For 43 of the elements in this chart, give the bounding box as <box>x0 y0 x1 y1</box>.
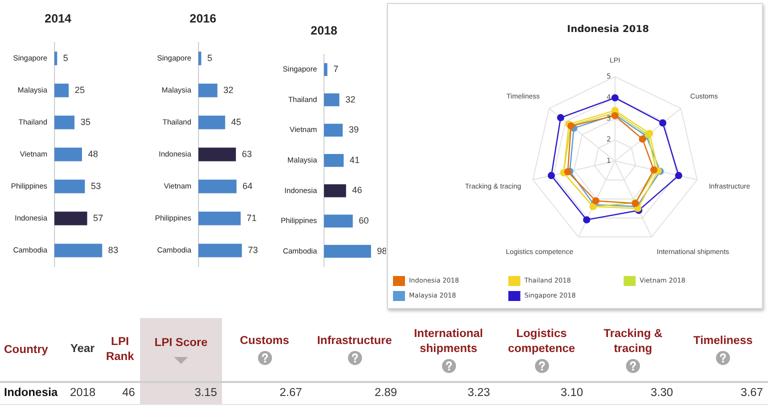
data-label: 25 <box>74 84 85 95</box>
data-label: 73 <box>248 244 258 255</box>
category-label: Timeliness <box>693 335 753 347</box>
data-label: 3.23 <box>402 382 495 404</box>
data-label: 5 <box>207 52 212 63</box>
chart-title: Indonesia 2018 <box>567 24 650 36</box>
category-label: Tracking & tracing <box>604 328 662 354</box>
data-label: 3.30 <box>588 382 678 404</box>
chart-title: 2018 <box>310 24 338 38</box>
category-label: Customs <box>240 335 290 347</box>
category-label: LPI Rank <box>106 336 134 362</box>
data-label: 45 <box>231 116 242 127</box>
data-label: 83 <box>108 244 118 255</box>
data-label: 63 <box>242 148 252 159</box>
data-label: 2.67 <box>222 382 307 404</box>
data-label: 5 <box>63 52 68 63</box>
data-label: 57 <box>93 212 104 223</box>
data-label: 53 <box>90 180 101 191</box>
data-label: 41 <box>350 154 360 165</box>
data-label: 32 <box>223 84 234 95</box>
data-label: 46 <box>100 382 140 404</box>
data-label: 64 <box>242 180 253 191</box>
data-label: 3.67 <box>678 382 768 404</box>
data-label: 2.89 <box>307 382 402 404</box>
data-label: 60 <box>358 216 369 226</box>
data-label: 7 <box>333 64 338 74</box>
data-label: 39 <box>348 124 359 135</box>
data-label: 35 <box>80 116 90 127</box>
category-label: LPI Score <box>154 336 208 348</box>
data-label: 3.10 <box>495 382 588 404</box>
category-label: Infrastructure <box>317 335 392 347</box>
data-label: 2018 <box>65 382 100 404</box>
chart-title: 2016 <box>190 12 217 26</box>
data-label: 3.15 <box>140 382 222 404</box>
chart-title: 2014 <box>44 12 72 26</box>
data-label: 46 <box>352 185 362 196</box>
data-label: 32 <box>345 94 356 104</box>
category-label: International shipments <box>414 328 483 354</box>
data-label: 48 <box>88 148 98 159</box>
data-label: 71 <box>246 212 257 223</box>
category-label: Logistics competence <box>508 328 576 354</box>
text: Country <box>0 318 65 382</box>
category-label: Year <box>70 343 95 355</box>
